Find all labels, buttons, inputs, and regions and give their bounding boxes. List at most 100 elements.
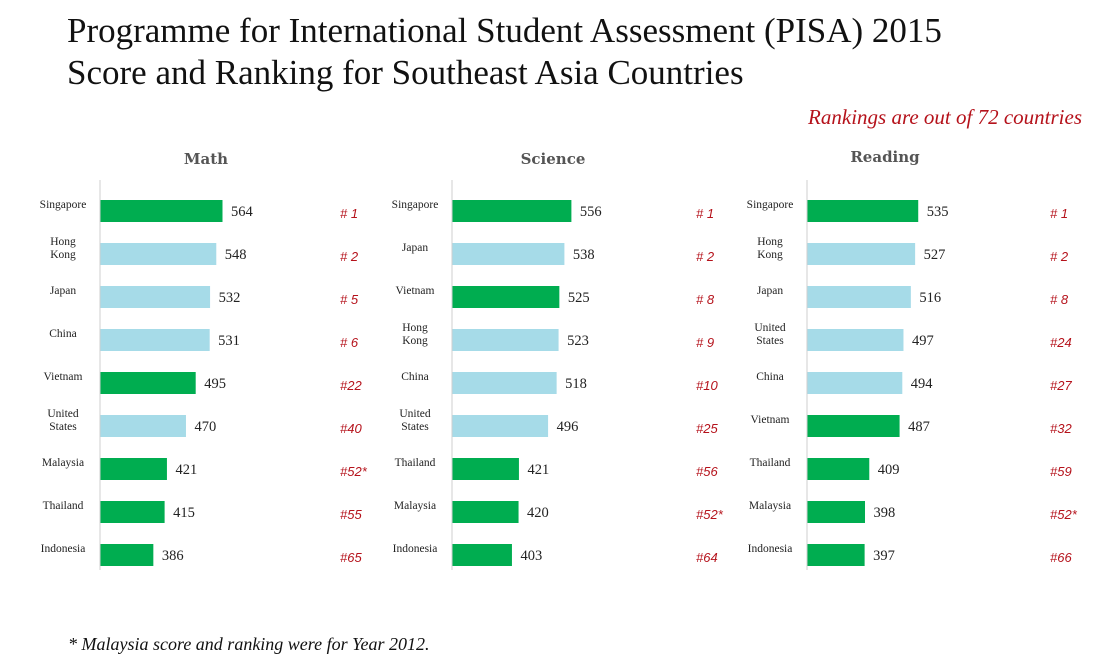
reading-category-label-united-states: United States: [754, 322, 786, 347]
math-rank-label-indonesia: #65: [340, 550, 362, 565]
science-value-label-vietnam: 525: [568, 290, 590, 306]
math-rank-label-united-states: #40: [340, 421, 362, 436]
math-rank-label-china: # 6: [340, 335, 359, 350]
math-bar-china: [100, 329, 210, 351]
reading-rank-label-vietnam: #32: [1050, 421, 1072, 436]
science-bar-malaysia: [452, 501, 519, 523]
math-value-label-united-states: 470: [194, 419, 216, 435]
science-value-label-malaysia: 420: [527, 505, 549, 521]
science-value-label-singapore: 556: [580, 204, 602, 220]
math-value-label-singapore: 564: [231, 204, 254, 220]
reading-rank-label-japan: # 8: [1050, 292, 1069, 307]
science-value-label-thailand: 421: [527, 462, 549, 478]
science-category-label-thailand: Thailand: [395, 457, 436, 469]
math-category-label-thailand: Thailand: [43, 500, 84, 512]
science-category-label-japan: Japan: [402, 242, 428, 254]
math-rank-label-malaysia: #52*: [340, 464, 368, 479]
chart-title: Programme for International Student Asse…: [67, 10, 1067, 94]
reading-value-label-thailand: 409: [878, 462, 900, 478]
reading-rank-label-malaysia: #52*: [1050, 507, 1078, 522]
reading-value-label-hong-kong: 527: [924, 247, 946, 263]
reading-category-label-vietnam: Vietnam: [751, 414, 790, 426]
science-value-label-china: 518: [565, 376, 587, 392]
reading-bar-indonesia: [807, 544, 865, 566]
math-bar-malaysia: [100, 458, 167, 480]
science-rank-label-vietnam: # 8: [696, 292, 715, 307]
science-value-label-united-states: 496: [557, 419, 579, 435]
science-bar-vietnam: [452, 286, 560, 308]
reading-value-label-japan: 516: [919, 290, 941, 306]
reading-rank-label-singapore: # 1: [1050, 206, 1068, 221]
reading-bar-singapore: [807, 200, 919, 222]
science-category-label-china: China: [401, 371, 428, 383]
science-bar-thailand: [452, 458, 519, 480]
science-rank-label-japan: # 2: [696, 249, 715, 264]
chart-title-line-1: Programme for International Student Asse…: [67, 11, 942, 50]
math-bar-united-states: [100, 415, 186, 437]
reading-category-label-japan: Japan: [757, 285, 783, 297]
math-category-label-indonesia: Indonesia: [41, 543, 86, 555]
reading-value-label-indonesia: 397: [873, 548, 895, 564]
science-category-label-indonesia: Indonesia: [393, 543, 438, 555]
math-rank-label-thailand: #55: [340, 507, 362, 522]
ranking-note: Rankings are out of 72 countries: [808, 105, 1082, 129]
reading-rank-label-hong-kong: # 2: [1050, 249, 1069, 264]
science-rank-label-china: #10: [696, 378, 718, 393]
footnote: * Malaysia score and ranking were for Ye…: [68, 634, 430, 654]
math-category-label-japan: Japan: [50, 285, 76, 297]
reading-category-label-malaysia: Malaysia: [749, 500, 791, 512]
science-category-label-united-states: United States: [399, 408, 431, 433]
math-value-label-china: 531: [218, 333, 240, 349]
science-bar-china: [452, 372, 557, 394]
math-rank-label-japan: # 5: [340, 292, 359, 307]
science-panel-title: Science: [521, 150, 586, 168]
reading-category-label-hong-kong: Hong Kong: [757, 236, 783, 261]
science-category-label-vietnam: Vietnam: [396, 285, 435, 297]
science-bar-japan: [452, 243, 565, 265]
science-rank-label-singapore: # 1: [696, 206, 714, 221]
science-rank-label-hong-kong: # 9: [696, 335, 714, 350]
science-category-label-malaysia: Malaysia: [394, 500, 436, 512]
math-value-label-hong-kong: 548: [225, 247, 247, 263]
math-bar-indonesia: [100, 544, 154, 566]
science-bar-singapore: [452, 200, 572, 222]
reading-bar-hong-kong: [807, 243, 916, 265]
math-bar-japan: [100, 286, 211, 308]
science-value-label-hong-kong: 523: [567, 333, 589, 349]
reading-rank-label-china: #27: [1050, 378, 1072, 393]
math-value-label-indonesia: 386: [162, 548, 184, 564]
math-rank-label-singapore: # 1: [340, 206, 358, 221]
math-rank-label-hong-kong: # 2: [340, 249, 359, 264]
math-value-label-japan: 532: [219, 290, 241, 306]
math-panel-title: Math: [184, 150, 228, 168]
science-value-label-indonesia: 403: [520, 548, 542, 564]
science-rank-label-indonesia: #64: [696, 550, 718, 565]
math-bar-vietnam: [100, 372, 196, 394]
reading-bar-united-states: [807, 329, 904, 351]
math-rank-label-vietnam: #22: [340, 378, 362, 393]
reading-bar-thailand: [807, 458, 870, 480]
reading-bar-japan: [807, 286, 911, 308]
math-category-label-united-states: United States: [47, 408, 79, 433]
chart-title-line-2: Score and Ranking for Southeast Asia Cou…: [67, 53, 744, 92]
reading-value-label-united-states: 497: [912, 333, 934, 349]
math-category-label-vietnam: Vietnam: [44, 371, 83, 383]
science-bar-indonesia: [452, 544, 512, 566]
reading-category-label-indonesia: Indonesia: [748, 543, 793, 555]
science-category-label-singapore: Singapore: [392, 199, 439, 211]
reading-value-label-malaysia: 398: [874, 505, 896, 521]
math-category-label-hong-kong: Hong Kong: [50, 236, 76, 261]
reading-value-label-vietnam: 487: [908, 419, 930, 435]
math-value-label-thailand: 415: [173, 505, 195, 521]
science-rank-label-malaysia: #52*: [696, 507, 724, 522]
reading-rank-label-indonesia: #66: [1050, 550, 1072, 565]
math-category-label-china: China: [49, 328, 76, 340]
reading-value-label-singapore: 535: [927, 204, 949, 220]
reading-bar-china: [807, 372, 903, 394]
science-rank-label-united-states: #25: [696, 421, 718, 436]
science-bar-hong-kong: [452, 329, 559, 351]
math-category-label-malaysia: Malaysia: [42, 457, 84, 469]
math-value-label-vietnam: 495: [204, 376, 226, 392]
reading-rank-label-thailand: #59: [1050, 464, 1072, 479]
